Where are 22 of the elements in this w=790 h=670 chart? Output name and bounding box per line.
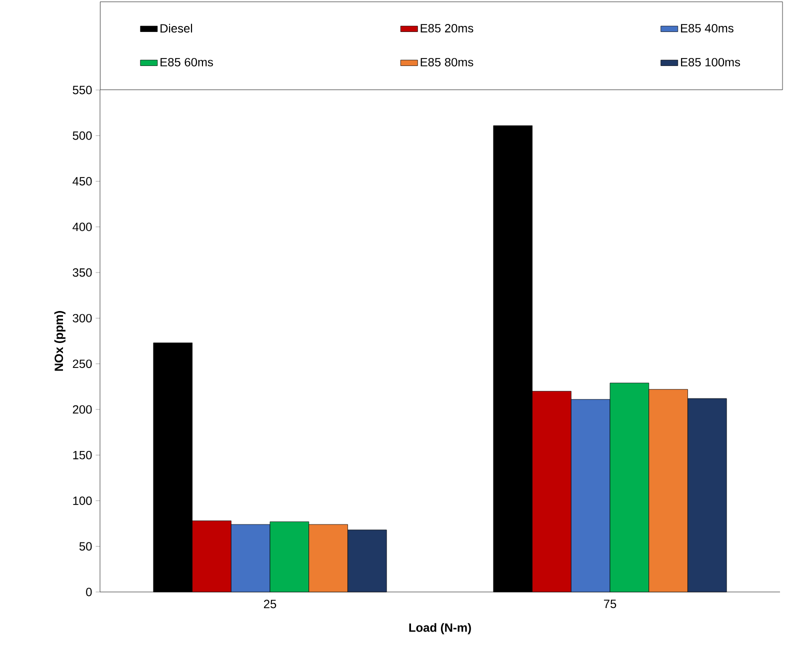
y-axis-title: NOx (ppm) <box>54 311 66 371</box>
x-axis-title: Load (N-m) <box>409 623 471 634</box>
y-tick-label: 50 <box>79 542 92 551</box>
y-tick-label: 0 <box>86 588 92 596</box>
y-tick-label: 550 <box>72 86 92 94</box>
x-tick-label: 25 <box>264 600 276 608</box>
y-tick-label: 500 <box>72 131 92 140</box>
y-tick-label: 150 <box>73 450 92 460</box>
y-tick-label: 450 <box>72 177 92 186</box>
y-tick-label: 200 <box>72 405 92 414</box>
y-tick-label: 100 <box>73 496 92 505</box>
legend-label: E85 60ms <box>160 58 213 66</box>
y-tick-label: 400 <box>72 222 92 232</box>
y-tick-label: 300 <box>72 314 92 322</box>
legend-label: E85 40ms <box>681 24 734 32</box>
legend-label: E85 80ms <box>420 58 474 66</box>
legend-label: Diesel <box>160 24 192 33</box>
legend-label: E85 100ms <box>681 58 740 66</box>
x-tick-label: 75 <box>604 600 616 608</box>
legend-label: E85 20ms <box>420 24 474 32</box>
y-tick-label: 350 <box>72 268 92 277</box>
y-tick-label: 250 <box>72 360 92 368</box>
